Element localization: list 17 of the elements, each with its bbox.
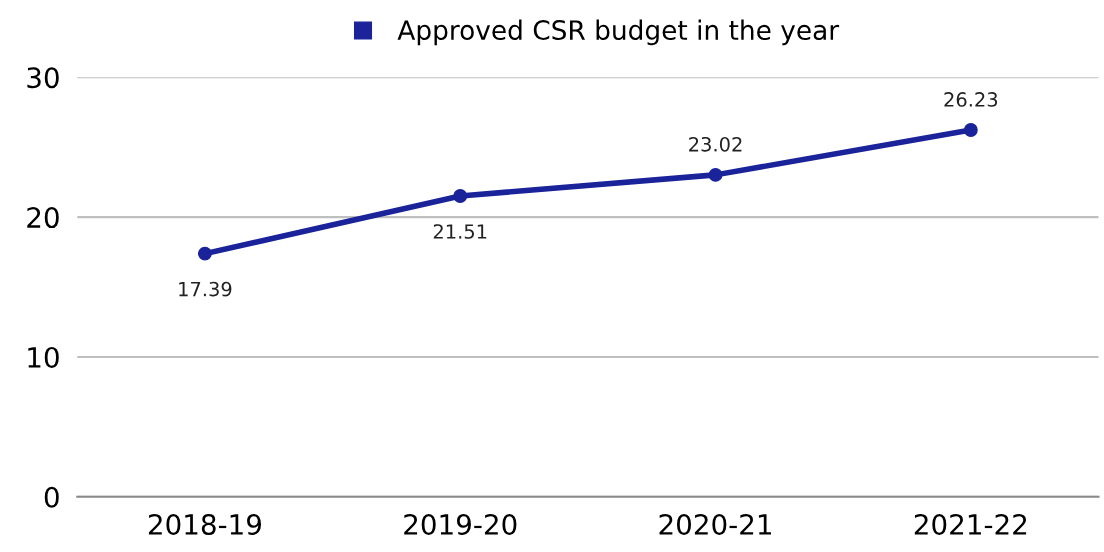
- x-tick-label: 2018-19: [148, 513, 262, 535]
- data-label: 23.02: [689, 136, 742, 152]
- x-tick-label: 2020-21: [659, 513, 771, 535]
- y-tick-label: 0: [44, 486, 59, 508]
- point: [197, 246, 212, 261]
- x-tick-label: 2021-22: [914, 513, 1027, 535]
- data-label: 17.39: [179, 281, 232, 297]
- point: [453, 189, 468, 203]
- data-label: 26.23: [944, 92, 998, 107]
- y-tick-label: 10: [28, 346, 59, 368]
- x-tick-label: 2019-20: [404, 513, 517, 535]
- point: [963, 123, 978, 137]
- y-tick-label: 30: [27, 67, 59, 89]
- legend-label: Approved CSR budget in the year: [397, 19, 840, 46]
- y-tick-label: 20: [27, 207, 59, 229]
- point: [708, 167, 723, 182]
- data-label: 21.51: [433, 224, 487, 239]
